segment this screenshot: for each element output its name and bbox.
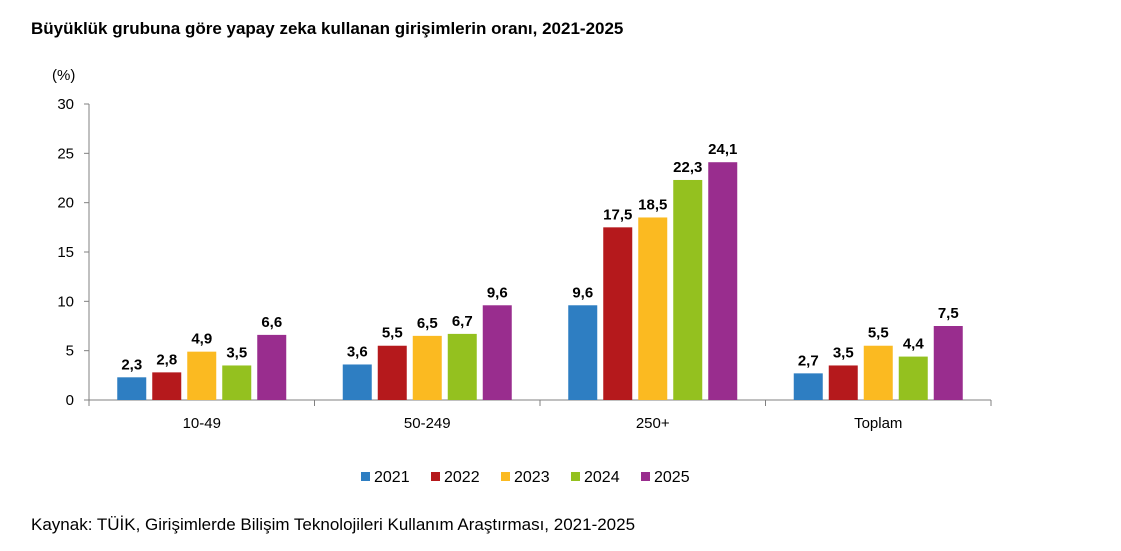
bar [257,334,287,400]
x-category-label: 250+ [636,415,670,432]
bar [568,305,598,400]
data-label: 17,5 [603,206,632,223]
bar [117,377,147,400]
data-label: 3,5 [226,344,247,361]
bar [898,356,928,400]
bar [708,162,738,400]
legend-swatch [571,472,580,481]
data-label: 6,7 [452,313,473,330]
legend-swatch [361,472,370,481]
bar [603,227,633,400]
data-label: 4,9 [191,331,212,348]
bar [828,365,858,400]
data-label: 3,6 [347,343,368,360]
data-label: 7,5 [938,305,959,322]
bar [482,305,512,400]
bar [673,179,703,400]
bar [187,351,217,400]
y-tick-label: 25 [57,145,74,162]
bar [447,333,477,400]
y-tick-label: 20 [57,195,74,212]
bar [863,345,893,400]
bar [793,373,823,400]
bar [222,365,252,400]
source-note: Kaynak: TÜİK, Girişimlerde Bilişim Tekno… [31,515,636,534]
data-label: 6,5 [417,315,438,332]
data-label: 9,6 [487,284,508,301]
x-category-label: Toplam [854,415,902,432]
legend-swatch [501,472,510,481]
bar [638,217,668,400]
data-label: 18,5 [638,196,667,213]
legend-label: 2021 [374,469,410,486]
bar [342,364,372,400]
x-category-label: 10-49 [183,415,221,432]
data-label: 2,3 [121,356,142,373]
legend-swatch [431,472,440,481]
legend-label: 2022 [444,469,480,486]
data-label: 6,6 [261,314,282,331]
chart-title: Büyüklük grubuna göre yapay zeka kullana… [31,19,624,38]
bar [933,326,963,400]
y-tick-label: 15 [57,244,74,261]
data-label: 4,4 [903,336,925,353]
legend-label: 2023 [514,469,550,486]
y-tick-label: 0 [66,392,74,409]
data-label: 9,6 [572,284,593,301]
bar [152,372,182,400]
data-label: 5,5 [868,325,889,342]
data-label: 2,8 [156,351,177,368]
y-tick-label: 30 [57,96,74,113]
data-label: 2,7 [798,352,819,369]
y-tick-label: 5 [66,343,74,360]
data-label: 24,1 [708,141,737,158]
data-label: 3,5 [833,344,854,361]
bar [412,335,442,400]
legend-label: 2025 [654,469,690,486]
data-label: 22,3 [673,159,702,176]
legend-swatch [641,472,650,481]
y-tick-label: 10 [57,293,74,310]
x-category-label: 50-249 [404,415,451,432]
legend-label: 2024 [584,469,620,486]
y-axis-unit-label: (%) [52,67,75,84]
bar [377,345,407,400]
data-label: 5,5 [382,325,403,342]
